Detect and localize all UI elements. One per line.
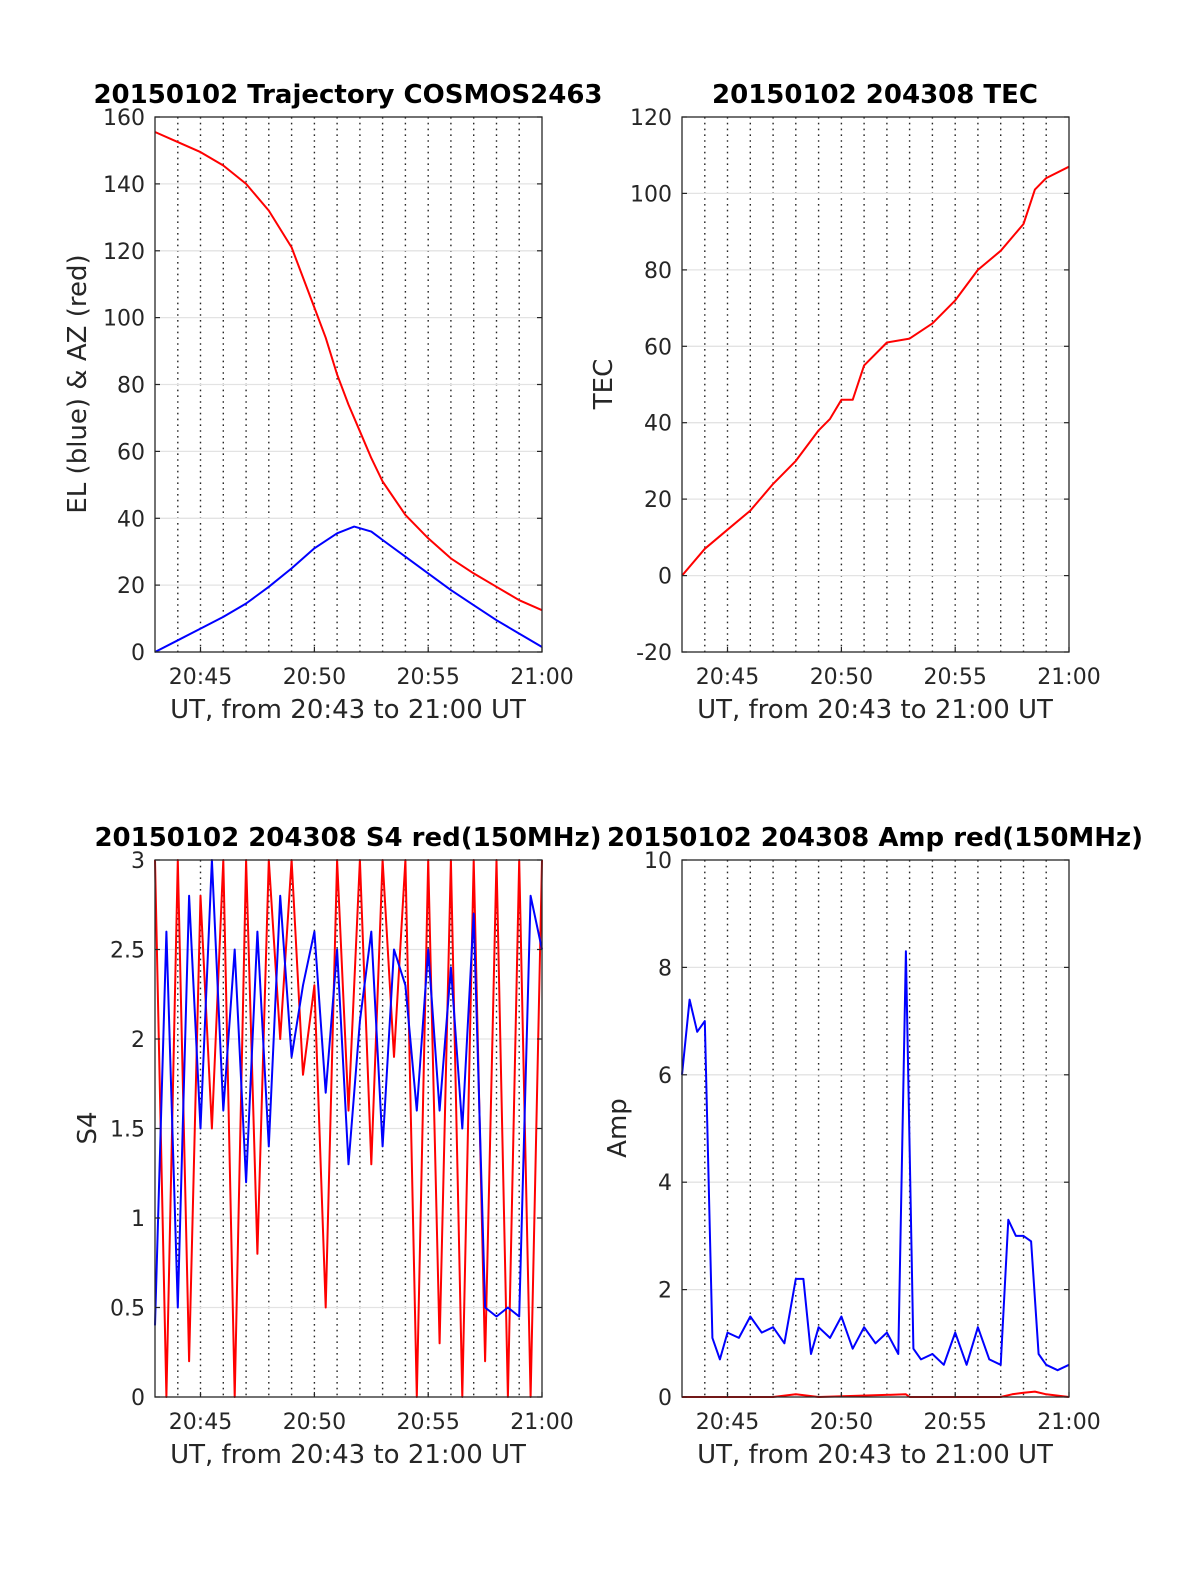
trajectory-grid	[155, 117, 542, 652]
s4-panel: 20150102 204308 S4 red(150MHz) 0 0.5 1 1.5 2…	[73, 823, 602, 1470]
tec-y-tick-label: 100	[630, 182, 672, 207]
s4-y-tick-label: 1	[131, 1207, 145, 1232]
tec-x-tick-label: 20:45	[696, 665, 759, 690]
amp-x-tick-label: 21:00	[1037, 1410, 1100, 1435]
tec-grid	[682, 117, 1069, 652]
amp-ticks: 0 2 4 6 8 10 20:45 20:50 20:55 21:00	[644, 849, 1101, 1435]
amp-y-tick-label: 6	[658, 1064, 672, 1089]
trajectory-x-tick-label: 20:50	[283, 665, 346, 690]
amp-grid	[682, 860, 1069, 1397]
amp-x-tick-label: 20:55	[923, 1410, 986, 1435]
tec-y-tick-label: 120	[630, 106, 672, 131]
amp-y-axis-label: Amp	[603, 1098, 633, 1158]
trajectory-series-1-line	[154, 525, 543, 653]
trajectory-ticks: 0 20 40 60 80 100 120 140 160 20:45 20:50 20:55 21:0…	[103, 106, 574, 690]
trajectory-y-tick-label: 40	[117, 507, 145, 532]
s4-series	[154, 859, 543, 1398]
s4-title: 20150102 204308 S4 red(150MHz)	[94, 823, 601, 853]
trajectory-panel: 20150102 Trajectory COSMOS2463 0 20 40 60 80…	[63, 80, 603, 725]
s4-x-tick-label: 20:45	[169, 1410, 232, 1435]
s4-y-tick-label: 0	[131, 1386, 145, 1411]
amp-panel: 20150102 204308 Amp red(150MHz) 0 2 4 6 8 10 2…	[603, 823, 1143, 1470]
s4-y-tick-label: 2.5	[110, 939, 145, 964]
trajectory-y-tick-label: 60	[117, 440, 145, 465]
trajectory-series	[154, 131, 543, 653]
amp-title: 20150102 204308 Amp red(150MHz)	[607, 823, 1143, 853]
trajectory-series-0-line	[154, 131, 543, 612]
amp-y-tick-label: 10	[644, 849, 672, 874]
trajectory-y-tick-label: 20	[117, 574, 145, 599]
s4-x-tick-label: 21:00	[510, 1410, 573, 1435]
s4-x-tick-label: 20:50	[283, 1410, 346, 1435]
tec-y-tick-label: -20	[636, 641, 672, 666]
trajectory-title: 20150102 Trajectory COSMOS2463	[93, 80, 602, 110]
tec-y-tick-label: 60	[644, 335, 672, 360]
tec-y-tick-label: 40	[644, 412, 672, 437]
trajectory-y-tick-label: 120	[103, 240, 145, 265]
tec-ticks: -20 0 20 40 60 80 100 120 20:45 20:50 20:55 21:00	[630, 106, 1101, 690]
trajectory-x-tick-label: 20:55	[396, 665, 459, 690]
s4-ticks: 0 0.5 1 1.5 2 2.5 3 20:45 20:50 20:55 21:00	[110, 849, 574, 1435]
tec-y-tick-label: 80	[644, 259, 672, 284]
tec-series	[681, 165, 1070, 577]
trajectory-y-tick-label: 80	[117, 374, 145, 399]
s4-y-tick-label: 0.5	[110, 1297, 145, 1322]
trajectory-x-tick-label: 20:45	[169, 665, 232, 690]
tec-x-tick-label: 21:00	[1037, 665, 1100, 690]
s4-y-axis-label: S4	[73, 1111, 103, 1144]
amp-y-tick-label: 8	[658, 956, 672, 981]
s4-y-tick-label: 2	[131, 1028, 145, 1053]
amp-y-tick-label: 2	[658, 1279, 672, 1304]
amp-x-tick-label: 20:50	[810, 1410, 873, 1435]
trajectory-y-tick-label: 160	[103, 106, 145, 131]
s4-x-tick-label: 20:55	[396, 1410, 459, 1435]
trajectory-x-axis-label: UT, from 20:43 to 21:00 UT	[170, 695, 526, 725]
s4-y-tick-label: 1.5	[110, 1118, 145, 1143]
tec-y-tick-label: 0	[658, 565, 672, 590]
amp-axes-box	[681, 859, 1070, 1398]
tec-panel: 20150102 204308 TEC -20 0 20 40 60 80 100 120 20…	[589, 80, 1101, 725]
tec-x-axis-label: UT, from 20:43 to 21:00 UT	[697, 695, 1053, 725]
tec-axes-box	[681, 116, 1070, 653]
s4-y-tick-label: 3	[131, 849, 145, 874]
amp-x-axis-label: UT, from 20:43 to 21:00 UT	[697, 1440, 1053, 1470]
trajectory-y-tick-label: 100	[103, 307, 145, 332]
s4-series-1-line	[154, 859, 543, 1326]
tec-title: 20150102 204308 TEC	[712, 80, 1038, 110]
trajectory-y-tick-label: 0	[131, 641, 145, 666]
amp-y-tick-label: 0	[658, 1386, 672, 1411]
tec-y-axis-label: TEC	[589, 359, 619, 410]
tec-series-0-line	[681, 165, 1070, 577]
trajectory-y-axis-label: EL (blue) & AZ (red)	[63, 254, 93, 513]
tec-x-tick-label: 20:55	[923, 665, 986, 690]
tec-x-tick-label: 20:50	[810, 665, 873, 690]
trajectory-y-tick-label: 140	[103, 173, 145, 198]
s4-x-axis-label: UT, from 20:43 to 21:00 UT	[170, 1440, 526, 1470]
amp-series-0-line	[681, 950, 1070, 1372]
trajectory-x-tick-label: 21:00	[510, 665, 573, 690]
amp-y-tick-label: 4	[658, 1171, 672, 1196]
tec-y-tick-label: 20	[644, 488, 672, 513]
amp-x-tick-label: 20:45	[696, 1410, 759, 1435]
